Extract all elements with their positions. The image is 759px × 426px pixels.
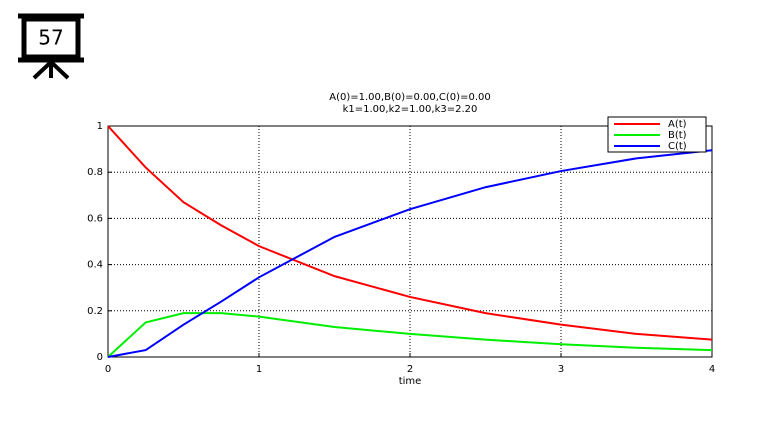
data-line bbox=[107, 125, 713, 341]
y-tick-label: 1 bbox=[97, 121, 103, 132]
chart-subtitle: k1=1.00,k2=1.00,k3=2.20 bbox=[343, 104, 478, 115]
y-tick-label: 0 bbox=[97, 352, 103, 363]
x-tick-label: 3 bbox=[558, 364, 564, 375]
x-tick-label: 1 bbox=[256, 364, 262, 375]
y-tick-label: 0.4 bbox=[87, 260, 103, 271]
data-line bbox=[107, 312, 713, 358]
chart-title: A(0)=1.00,B(0)=0.00,C(0)=0.00 bbox=[329, 92, 490, 103]
data-line bbox=[107, 149, 713, 358]
x-axis-label: time bbox=[399, 376, 422, 387]
plot-frame bbox=[107, 125, 713, 358]
x-tick-label: 0 bbox=[105, 364, 111, 375]
y-tick-label: 0.8 bbox=[87, 167, 103, 178]
legend-label: A(t) bbox=[668, 119, 687, 130]
slide-number: 57 bbox=[38, 26, 63, 50]
legend-label: B(t) bbox=[668, 130, 687, 141]
x-tick-label: 2 bbox=[407, 364, 413, 375]
legend-label: C(t) bbox=[668, 141, 687, 152]
y-tick-label: 0.6 bbox=[87, 213, 103, 224]
y-tick-label: 0.2 bbox=[87, 306, 103, 317]
slide-icon: 57 bbox=[18, 13, 84, 80]
x-tick-label: 4 bbox=[709, 364, 715, 375]
